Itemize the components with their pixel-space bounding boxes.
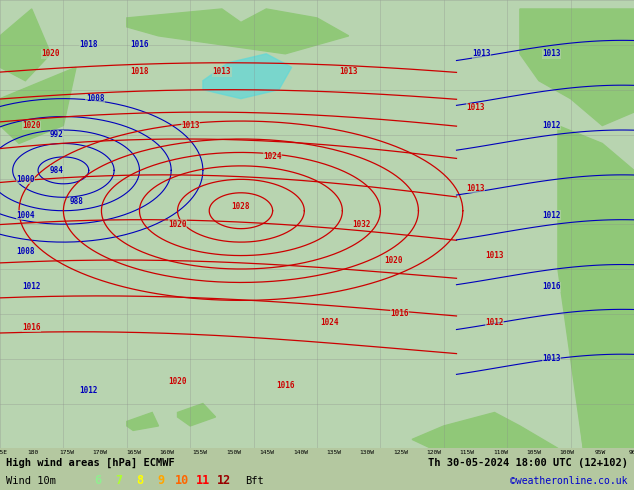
Text: 1013: 1013 (466, 184, 485, 193)
Text: 1018: 1018 (79, 40, 98, 49)
Text: 105W: 105W (526, 450, 541, 455)
Polygon shape (520, 9, 634, 125)
Text: Bft: Bft (245, 476, 264, 486)
Text: 1012: 1012 (79, 386, 98, 394)
Text: 11: 11 (196, 474, 210, 488)
Polygon shape (0, 9, 51, 81)
Text: 12: 12 (217, 474, 231, 488)
Polygon shape (412, 413, 558, 448)
Text: 1020: 1020 (168, 220, 187, 229)
Text: 145W: 145W (259, 450, 275, 455)
Text: 1016: 1016 (276, 381, 295, 390)
Text: ©weatheronline.co.uk: ©weatheronline.co.uk (510, 476, 628, 486)
Text: 1016: 1016 (22, 323, 41, 332)
Text: 1008: 1008 (86, 94, 105, 103)
Text: 95W: 95W (595, 450, 606, 455)
Text: 1012: 1012 (22, 282, 41, 292)
Text: Wind 10m: Wind 10m (6, 476, 56, 486)
Text: 100W: 100W (560, 450, 575, 455)
Text: 10: 10 (175, 474, 189, 488)
Text: 120W: 120W (426, 450, 441, 455)
Text: 135W: 135W (326, 450, 341, 455)
Text: 1016: 1016 (130, 40, 149, 49)
Polygon shape (571, 260, 634, 448)
Text: High wind areas [hPa] ECMWF: High wind areas [hPa] ECMWF (6, 458, 175, 468)
Text: 1020: 1020 (168, 377, 187, 386)
Text: 1024: 1024 (320, 318, 339, 327)
Text: 1028: 1028 (231, 202, 250, 211)
Text: Th 30-05-2024 18:00 UTC (12+102): Th 30-05-2024 18:00 UTC (12+102) (428, 458, 628, 468)
Text: 1020: 1020 (384, 256, 403, 265)
Polygon shape (178, 404, 216, 426)
Text: 9: 9 (157, 474, 165, 488)
Text: 170W: 170W (93, 450, 108, 455)
Polygon shape (0, 67, 76, 144)
Text: 175E: 175E (0, 450, 8, 455)
Text: 155W: 155W (193, 450, 208, 455)
Text: 180: 180 (28, 450, 39, 455)
Text: 165W: 165W (126, 450, 141, 455)
Text: 988: 988 (69, 197, 83, 206)
Text: 1032: 1032 (352, 220, 371, 229)
Text: 1013: 1013 (542, 354, 561, 363)
Text: 115W: 115W (460, 450, 475, 455)
Text: 1008: 1008 (16, 246, 35, 256)
Text: 1013: 1013 (466, 103, 485, 112)
Text: 1000: 1000 (16, 175, 35, 184)
Text: 1012: 1012 (542, 211, 561, 220)
Text: 1013: 1013 (485, 251, 504, 260)
Text: 6: 6 (94, 474, 102, 488)
Text: 130W: 130W (359, 450, 375, 455)
Text: 1020: 1020 (41, 49, 60, 58)
Text: 1013: 1013 (181, 121, 200, 130)
Text: 984: 984 (50, 166, 64, 175)
Text: 1013: 1013 (472, 49, 491, 58)
Text: 7: 7 (115, 474, 123, 488)
Text: 1024: 1024 (263, 152, 282, 161)
Text: 1016: 1016 (542, 282, 561, 292)
Text: 90W: 90W (628, 450, 634, 455)
Text: 1012: 1012 (542, 121, 561, 130)
Text: 1013: 1013 (339, 67, 358, 76)
Text: 1012: 1012 (485, 318, 504, 327)
Text: 1016: 1016 (390, 309, 409, 318)
Polygon shape (127, 413, 158, 430)
Text: 1004: 1004 (16, 211, 35, 220)
Text: 160W: 160W (159, 450, 174, 455)
Polygon shape (203, 54, 292, 98)
Text: 1018: 1018 (130, 67, 149, 76)
Text: 1013: 1013 (542, 49, 561, 58)
Text: 175W: 175W (59, 450, 74, 455)
Text: 150W: 150W (226, 450, 241, 455)
Text: 140W: 140W (293, 450, 308, 455)
Text: 992: 992 (50, 130, 64, 139)
Polygon shape (127, 9, 349, 54)
Text: 8: 8 (136, 474, 144, 488)
Polygon shape (558, 125, 634, 448)
Text: 125W: 125W (393, 450, 408, 455)
Text: 1013: 1013 (212, 67, 231, 76)
Text: 110W: 110W (493, 450, 508, 455)
Text: 1020: 1020 (22, 121, 41, 130)
